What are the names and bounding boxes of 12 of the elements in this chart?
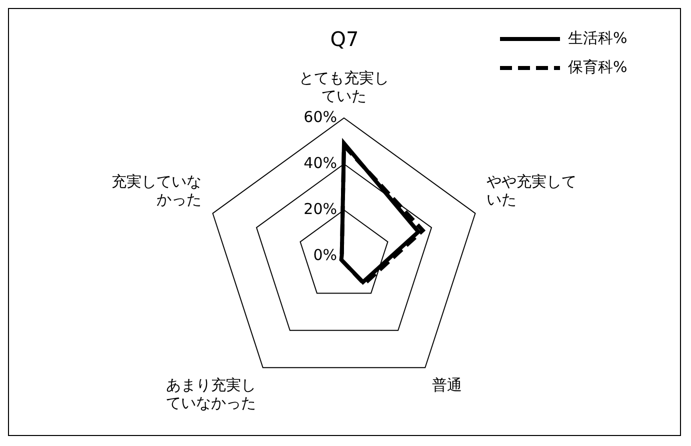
spoke-label: あまり充実していなかった bbox=[166, 376, 256, 412]
spoke-label: やや充実していた bbox=[486, 172, 577, 209]
y-tick-label: 40% bbox=[304, 154, 337, 172]
spoke-label: 普通 bbox=[432, 376, 462, 394]
y-tick-label: 0% bbox=[313, 246, 337, 264]
legend-label: 生活科% bbox=[568, 28, 628, 47]
y-tick-label: 20% bbox=[304, 200, 337, 218]
spoke-label: 充実していなかった bbox=[111, 172, 202, 209]
y-tick-label: 60% bbox=[304, 108, 337, 126]
chart-title: Q7 bbox=[330, 27, 359, 52]
legend-label: 保育科% bbox=[568, 58, 628, 76]
spoke-label: とても充実していた bbox=[299, 68, 389, 105]
